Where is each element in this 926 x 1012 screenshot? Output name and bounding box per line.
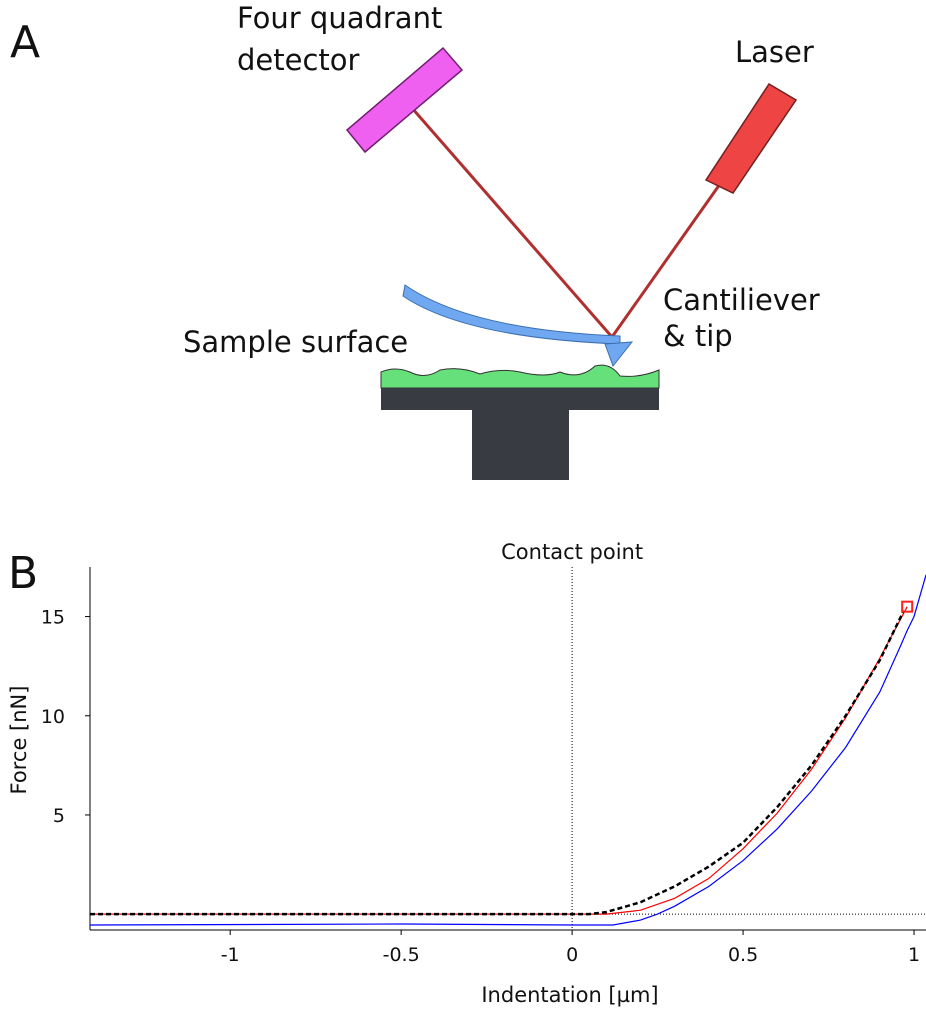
series-line <box>90 606 908 915</box>
x-tick-label: 0 <box>566 944 578 966</box>
x-tick-label: -1 <box>221 944 240 966</box>
sample <box>380 364 660 389</box>
stage <box>381 388 659 410</box>
detector-label: detector <box>237 43 360 77</box>
reflected-beam <box>403 99 614 338</box>
series-line <box>89 574 926 926</box>
cantilever-label: & tip <box>663 319 733 353</box>
panel-label: B <box>8 548 38 599</box>
y-tick-label: 10 <box>41 706 65 728</box>
panel-label: A <box>10 17 40 68</box>
x-tick-label: 1 <box>908 944 920 966</box>
cantilever-label: Cantiliever <box>663 283 820 317</box>
x-tick-label: -0.5 <box>383 944 420 966</box>
x-axis-label: Indentation [µm] <box>481 983 658 1007</box>
detector-label: Four quadrant <box>237 1 442 35</box>
annotation: Contact point <box>501 540 643 564</box>
x-tick-label: 0.5 <box>728 944 758 966</box>
cantilever <box>402 284 621 345</box>
sample-label: Sample surface <box>183 325 408 359</box>
y-tick-label: 15 <box>41 607 65 629</box>
laser-label: Laser <box>735 35 814 69</box>
detector <box>345 46 464 154</box>
end-marker <box>901 600 914 613</box>
laser-beam <box>610 183 722 338</box>
y-axis-label: Force [nN] <box>7 686 31 795</box>
y-tick-label: 5 <box>53 805 65 827</box>
laser <box>704 82 798 194</box>
stage-stem <box>472 410 569 480</box>
series-line <box>90 610 905 916</box>
tip <box>604 341 634 368</box>
